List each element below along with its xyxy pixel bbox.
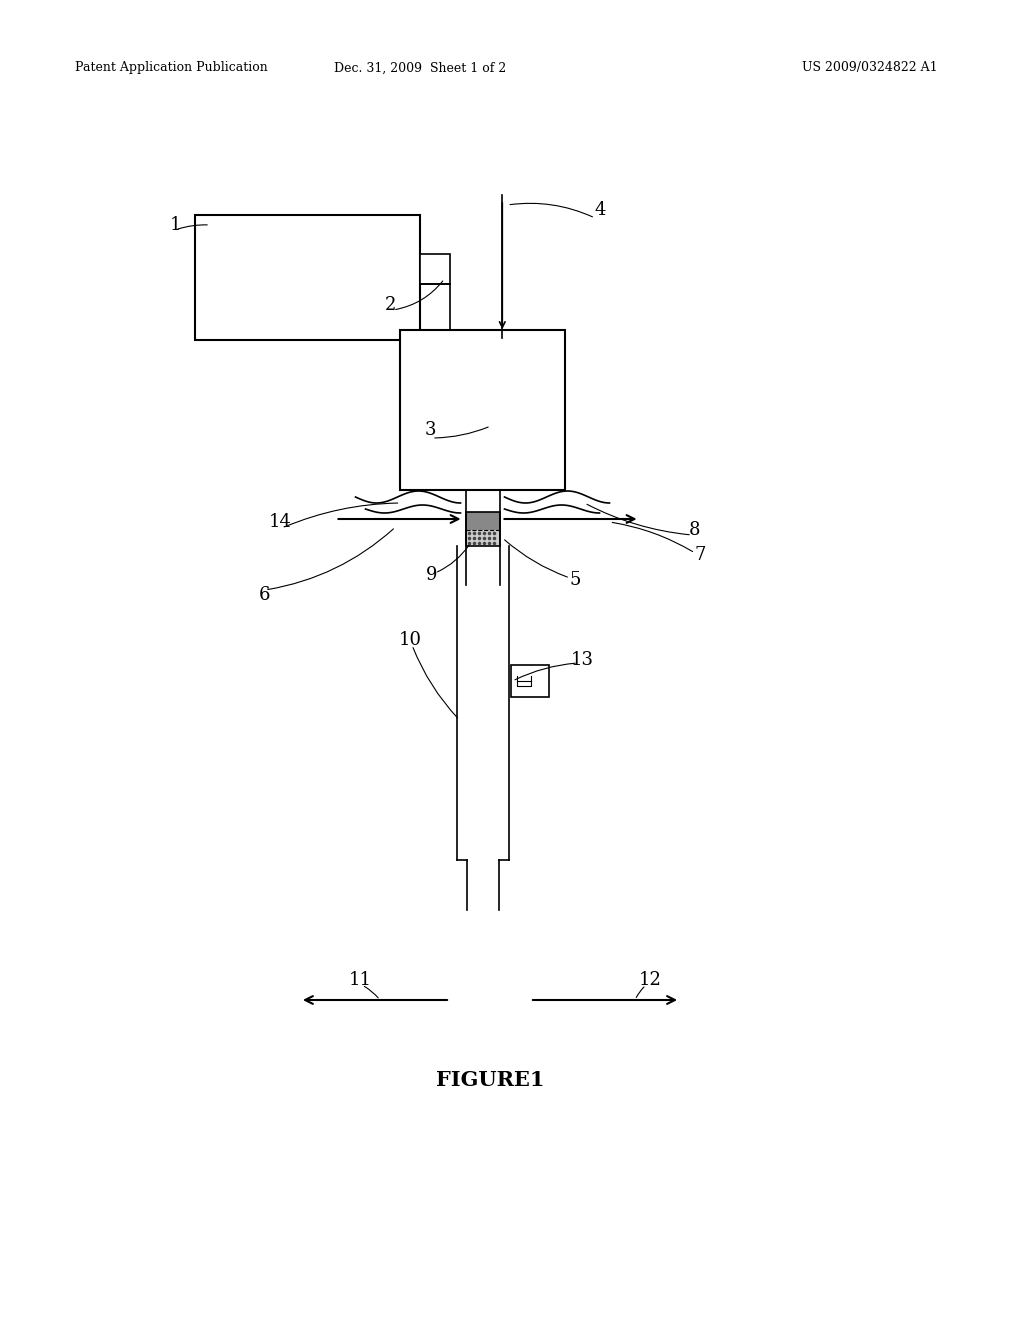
Bar [400,330,565,490]
Text: 6: 6 [259,586,270,605]
Text: Dec. 31, 2009  Sheet 1 of 2: Dec. 31, 2009 Sheet 1 of 2 [334,62,506,74]
Bar [511,665,549,697]
Text: 9: 9 [426,566,437,583]
Text: 14: 14 [268,513,292,531]
Text: 8: 8 [689,521,700,539]
Bar [195,215,420,341]
Bar [466,512,500,546]
Bar [466,531,500,546]
Text: 3: 3 [424,421,436,440]
Text: 4: 4 [594,201,605,219]
Text: 2: 2 [384,296,395,314]
Text: 11: 11 [348,972,372,989]
Text: US 2009/0324822 A1: US 2009/0324822 A1 [802,62,938,74]
Text: FIGURE1: FIGURE1 [436,1071,544,1090]
Text: Patent Application Publication: Patent Application Publication [75,62,267,74]
Bar [420,253,450,284]
Text: 10: 10 [398,631,422,649]
Text: 13: 13 [570,651,594,669]
Text: 5: 5 [569,572,581,589]
Text: 12: 12 [639,972,662,989]
Bar [466,512,500,531]
Text: 7: 7 [694,546,706,564]
Text: 1: 1 [169,216,181,234]
